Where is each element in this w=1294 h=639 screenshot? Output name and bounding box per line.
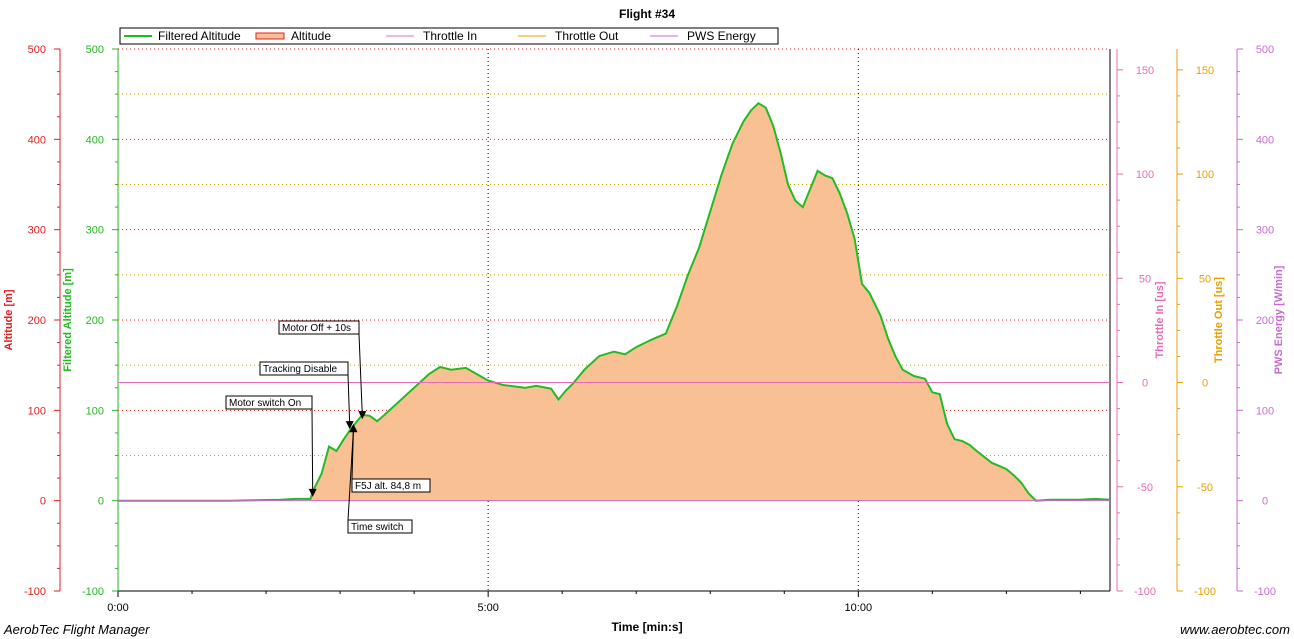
filtered-tick-label: 200	[86, 315, 104, 327]
annotation-leader	[347, 374, 351, 426]
x-tick-label: 10:00	[845, 602, 873, 614]
series-layer	[118, 101, 1111, 502]
throttle_in-tick-label: 50	[1139, 273, 1151, 285]
throttle_out-axis-label: Throttle Out [us]	[1213, 277, 1225, 363]
filtered-axis-label: Filtered Altitude [m]	[62, 268, 74, 372]
pws-tick-label: -100	[1254, 586, 1276, 598]
filtered-tick-label: 100	[86, 405, 104, 417]
x-tick-label: 0:00	[107, 602, 128, 614]
throttle_out-tick-label: 150	[1196, 65, 1214, 77]
annotation-0: Motor switch On	[225, 395, 317, 497]
annotation-box	[351, 478, 431, 493]
app-name: AerobTec Flight Manager	[3, 622, 150, 637]
throttle_in-tick-label: -100	[1134, 586, 1156, 598]
legend-pws-energy: PWS Energy	[687, 29, 756, 43]
altitude-tick-label: 300	[28, 225, 46, 237]
filtered-altitude-line	[118, 101, 1111, 502]
throttle_out-tick-label: 50	[1199, 273, 1211, 285]
altitude-tick-label: 500	[28, 44, 46, 56]
altitude-axis-label: Altitude [m]	[3, 289, 15, 350]
filtered-tick-label: 300	[86, 225, 104, 237]
filtered-tick-label: 500	[86, 44, 104, 56]
annotation-text: Motor switch On	[229, 398, 301, 409]
altitude-tick-label: 0	[40, 496, 46, 508]
annotation-text: F5J alt. 84,8 m	[355, 481, 421, 492]
annotation-arrow	[308, 488, 317, 497]
pws-tick-label: 100	[1256, 405, 1274, 417]
annotation-text: Motor Off + 10s	[282, 323, 351, 334]
throttle_out-tick-label: 0	[1202, 378, 1208, 390]
throttle_in-axis-label: Throttle In [us]	[1154, 281, 1166, 358]
annotation-leader	[311, 408, 314, 493]
throttle_in-tick-label: 0	[1142, 378, 1148, 390]
legend-throttle-in: Throttle In	[423, 29, 477, 43]
throttle_in-tick-label: -50	[1137, 482, 1153, 494]
annotation-2: Motor Off + 10s	[278, 320, 367, 420]
annotation-box	[259, 361, 349, 376]
pws-tick-label: 300	[1256, 225, 1274, 237]
annotation-leader	[347, 430, 354, 521]
annotation-4: Time switch	[347, 424, 413, 534]
altitude-tick-label: 200	[28, 315, 46, 327]
pws-tick-label: 500	[1256, 44, 1274, 56]
altitude-tick-label: -100	[24, 586, 46, 598]
pws-axis-label: PWS Energy [W/min]	[1273, 265, 1285, 374]
annotation-box	[225, 395, 313, 410]
annotation-leader	[358, 333, 363, 416]
legend-throttle-out: Throttle Out	[555, 29, 619, 43]
filtered-tick-label: -100	[82, 586, 104, 598]
altitude-tick-label: 400	[28, 134, 46, 146]
throttle_out-tick-label: 100	[1196, 169, 1214, 181]
website-link[interactable]: www.aerobtec.com	[1180, 622, 1290, 637]
annotations-layer: Motor switch On Tracking Disable Motor Off…	[225, 320, 431, 534]
throttle_in-tick-label: 150	[1136, 65, 1154, 77]
throttle_out-tick-label: -50	[1197, 482, 1213, 494]
filtered-tick-label: 400	[86, 134, 104, 146]
chart-title: Flight #34	[619, 7, 675, 21]
annotation-text: Time switch	[351, 522, 403, 533]
altitude-tick-label: 100	[28, 405, 46, 417]
throttle_out-tick-label: -100	[1194, 586, 1216, 598]
annotation-1: Tracking Disable	[259, 361, 354, 430]
legend-filtered-altitude: Filtered Altitude	[158, 29, 241, 43]
throttle_in-tick-label: 100	[1136, 169, 1154, 181]
legend-altitude: Altitude	[291, 29, 331, 43]
annotation-text: Tracking Disable	[263, 364, 338, 375]
legend-box	[119, 27, 779, 45]
x-tick-label: 5:00	[477, 602, 498, 614]
annotation-arrow	[358, 411, 367, 420]
axes-layer: 0:00 5:00 10:005004003002001000-100Altitud…	[3, 44, 1285, 614]
pws-tick-label: 0	[1262, 496, 1268, 508]
x-axis-label: Time [min:s]	[611, 620, 682, 634]
pws-tick-label: 400	[1256, 134, 1274, 146]
filtered-tick-label: 0	[98, 496, 104, 508]
annotation-box	[278, 320, 360, 335]
annotation-box	[347, 519, 413, 534]
annotation-arrow	[345, 421, 354, 430]
altitude-area	[118, 103, 1110, 501]
legend: Filtered Altitude Altitude Throttle In T…	[119, 27, 779, 45]
pws-tick-label: 200	[1256, 315, 1274, 327]
legend-swatch-altitude	[255, 32, 285, 40]
annotation-arrow	[349, 424, 358, 433]
